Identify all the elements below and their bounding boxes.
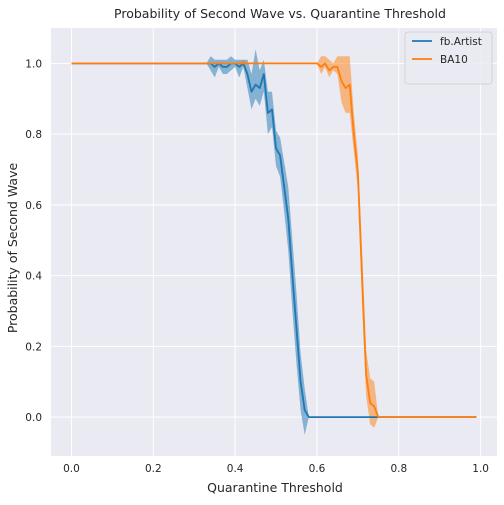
x-tick-label: 0.2 — [145, 463, 162, 475]
y-tick-label: 0.0 — [25, 412, 42, 424]
y-tick-label: 1.0 — [25, 58, 42, 70]
series-lines — [71, 62, 477, 419]
legend: fb.Artist BA10 — [404, 31, 493, 85]
y-tick-label: 0.8 — [25, 129, 42, 141]
x-tick-label: 0.0 — [63, 463, 80, 475]
x-tick-labels: 0.0 0.2 0.4 0.6 0.8 1.0 — [63, 463, 489, 475]
x-axis-label: Quarantine Threshold — [207, 480, 343, 495]
chart-title: Probability of Second Wave vs. Quarantin… — [114, 6, 446, 21]
x-tick-label: 0.8 — [390, 463, 407, 475]
plot-area — [51, 28, 497, 456]
x-tick-label: 0.4 — [227, 463, 244, 475]
fb-artist-legend-label: fb.Artist — [440, 36, 482, 48]
y-axis-label: Probability of Second Wave — [5, 163, 20, 334]
ba10-series-line — [71, 62, 477, 419]
y-tick-label: 0.6 — [25, 200, 42, 212]
y-tick-label: 0.4 — [25, 271, 42, 283]
legend-box — [404, 31, 493, 85]
fb-artist-series-line — [71, 62, 477, 419]
ba10-legend-label: BA10 — [440, 54, 468, 66]
x-tick-label: 0.6 — [309, 463, 326, 475]
y-tick-labels: 0.0 0.2 0.4 0.6 0.8 1.0 — [25, 58, 42, 424]
x-tick-label: 1.0 — [472, 463, 489, 475]
y-tick-label: 0.2 — [25, 341, 42, 353]
